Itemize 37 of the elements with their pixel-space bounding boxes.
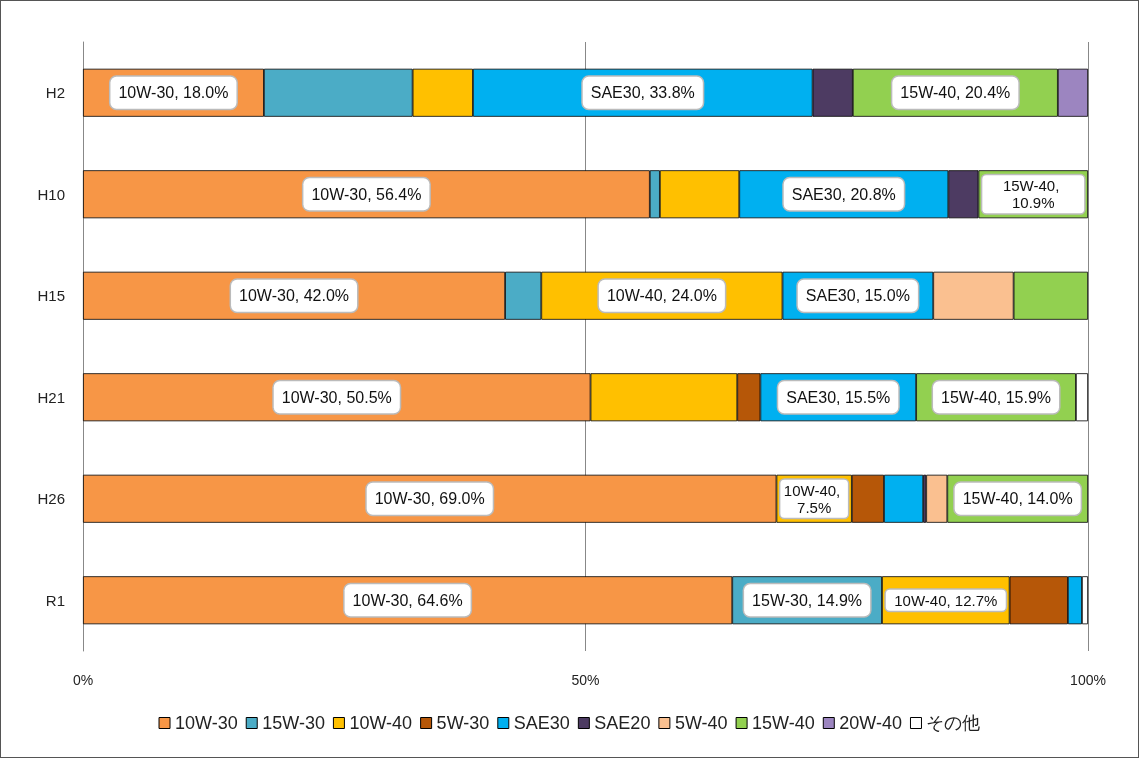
y-tick-label: H2 [45,84,65,102]
legend-label: 15W-30 [262,713,325,733]
y-tick-label: R1 [45,591,65,609]
y-tick-label: H21 [37,388,65,406]
x-tick-label: 0% [72,672,94,688]
data-label: 10W-30, 64.6% [352,591,463,609]
data-label: SAE30, 20.8% [791,185,896,203]
data-label: 10W-40, 12.7% [894,591,998,609]
data-label: 10W-30, 50.5% [281,388,392,406]
y-tick-label: H26 [37,490,65,508]
legend-label: 10W-40 [349,713,413,733]
data-label: 15W-40, 15.9% [941,388,1052,406]
legend-label: 15W-40 [752,713,815,733]
data-label: 10W-40, 7.5% [783,481,845,516]
data-label: 10W-30, 42.0% [239,287,350,305]
legend-label: SAE20 [594,713,651,733]
legend-label: その他 [926,713,981,733]
x-tick-label: 100% [1070,672,1106,688]
y-tick-label: H15 [37,287,65,305]
legend-label: 10W-30 [175,713,238,733]
data-label: 15W-40, 14.0% [962,490,1073,508]
data-label: SAE30, 15.5% [786,388,891,406]
data-label: 10W-30, 18.0% [118,84,229,102]
data-label: 15W-40, 20.4% [900,84,1011,102]
legend-label: 5W-40 [674,713,728,733]
y-tick-label: H10 [37,185,65,203]
data-label: 10W-30, 56.4% [311,185,422,203]
data-label: SAE30, 15.0% [805,287,910,305]
data-label: SAE30, 33.8% [590,84,695,102]
data-label: 10W-40, 24.0% [606,287,717,305]
data-label: 15W-40, 10.9% [1002,177,1064,212]
data-label: 15W-30, 14.9% [752,591,863,609]
legend-label: SAE30 [513,713,570,733]
data-label: 10W-30, 69.0% [374,490,485,508]
x-tick-label: 50% [571,672,600,688]
legend-label: 20W-40 [839,713,902,733]
legend-label: 5W-30 [436,713,490,733]
